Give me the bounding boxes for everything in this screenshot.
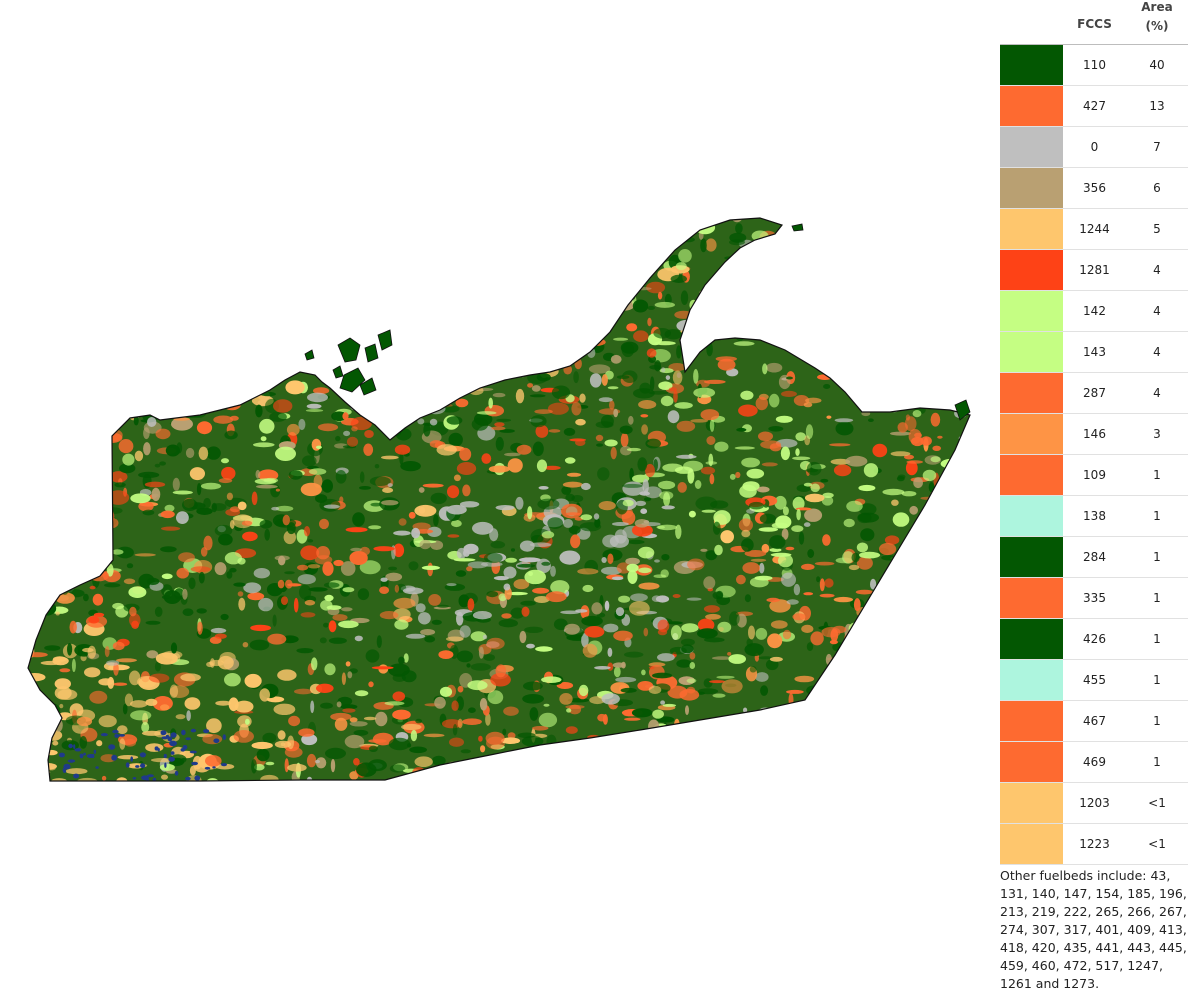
area-value: <1 xyxy=(1148,796,1166,810)
legend-row: 143 4 xyxy=(1000,332,1188,373)
legend-row: 335 1 xyxy=(1000,578,1188,619)
area-value: 1 xyxy=(1153,550,1161,564)
area-value: 1 xyxy=(1153,755,1161,769)
area-value: <1 xyxy=(1148,837,1166,851)
legend-color-swatch xyxy=(1000,45,1063,85)
area-value: 4 xyxy=(1153,304,1161,318)
legend-color-swatch xyxy=(1000,168,1063,208)
legend-row: 455 1 xyxy=(1000,660,1188,701)
fccs-value: 1223 xyxy=(1079,837,1110,851)
fccs-value: 287 xyxy=(1083,386,1106,400)
fccs-value: 1281 xyxy=(1079,263,1110,277)
area-value: 1 xyxy=(1153,468,1161,482)
fccs-value: 284 xyxy=(1083,550,1106,564)
legend-color-swatch xyxy=(1000,373,1063,413)
fccs-value: 109 xyxy=(1083,468,1106,482)
fccs-value: 455 xyxy=(1083,673,1106,687)
legend-row: 287 4 xyxy=(1000,373,1188,414)
legend-header: FCCS Area (%) xyxy=(1000,0,1188,45)
legend-color-swatch xyxy=(1000,127,1063,167)
legend-color-swatch xyxy=(1000,291,1063,331)
area-value: 7 xyxy=(1153,140,1161,154)
fccs-value: 110 xyxy=(1083,58,1106,72)
area-header-line1: Area xyxy=(1141,0,1173,14)
legend-row: 467 1 xyxy=(1000,701,1188,742)
area-value: 40 xyxy=(1149,58,1165,72)
legend-row: 1223 <1 xyxy=(1000,824,1188,865)
legend-row: 1203 <1 xyxy=(1000,783,1188,824)
area-header-line2: (%) xyxy=(1145,19,1169,33)
fccs-value: 1203 xyxy=(1079,796,1110,810)
other-fuelbeds-note: Other fuelbeds include: 43, 131, 140, 14… xyxy=(1000,868,1187,991)
legend-row: 356 6 xyxy=(1000,168,1188,209)
area-value: 1 xyxy=(1153,673,1161,687)
fccs-value: 142 xyxy=(1083,304,1106,318)
area-value: 4 xyxy=(1153,263,1161,277)
area-value: 1 xyxy=(1153,714,1161,728)
fuelbed-map xyxy=(27,217,971,782)
legend-color-swatch xyxy=(1000,578,1063,618)
area-value: 1 xyxy=(1153,632,1161,646)
islands xyxy=(304,223,971,421)
fccs-value: 138 xyxy=(1083,509,1106,523)
legend-color-swatch xyxy=(1000,824,1063,864)
legend-color-swatch xyxy=(1000,660,1063,700)
fccs-value: 1244 xyxy=(1079,222,1110,236)
legend-row: 138 1 xyxy=(1000,496,1188,537)
legend-row: 284 1 xyxy=(1000,537,1188,578)
legend-color-swatch xyxy=(1000,455,1063,495)
legend-color-swatch xyxy=(1000,414,1063,454)
legend-row: 142 4 xyxy=(1000,291,1188,332)
fccs-value: 469 xyxy=(1083,755,1106,769)
fccs-value: 427 xyxy=(1083,99,1106,113)
fccs-value: 335 xyxy=(1083,591,1106,605)
fccs-value: 356 xyxy=(1083,181,1106,195)
legend-color-swatch xyxy=(1000,250,1063,290)
legend-row: 1281 4 xyxy=(1000,250,1188,291)
area-value: 3 xyxy=(1153,427,1161,441)
fccs-value: 143 xyxy=(1083,345,1106,359)
area-value: 6 xyxy=(1153,181,1161,195)
legend: FCCS Area (%) 110 40 427 13 0 7 356 6 1244 5 1281 4… xyxy=(1000,0,1188,993)
legend-row: 469 1 xyxy=(1000,742,1188,783)
legend-row: 146 3 xyxy=(1000,414,1188,455)
legend-row: 427 13 xyxy=(1000,86,1188,127)
legend-color-swatch xyxy=(1000,701,1063,741)
land-area xyxy=(28,218,970,781)
fccs-value: 0 xyxy=(1090,140,1099,154)
fccs-column-header: FCCS xyxy=(1077,17,1112,31)
legend-row: 1244 5 xyxy=(1000,209,1188,250)
area-value: 13 xyxy=(1149,99,1165,113)
legend-row: 109 1 xyxy=(1000,455,1188,496)
legend-row: 426 1 xyxy=(1000,619,1188,660)
legend-row: 110 40 xyxy=(1000,45,1188,86)
legend-color-swatch xyxy=(1000,619,1063,659)
legend-color-swatch xyxy=(1000,537,1063,577)
fccs-value: 426 xyxy=(1083,632,1106,646)
area-value: 1 xyxy=(1153,591,1161,605)
legend-color-swatch xyxy=(1000,209,1063,249)
legend-color-swatch xyxy=(1000,742,1063,782)
fccs-value: 467 xyxy=(1083,714,1106,728)
legend-color-swatch xyxy=(1000,332,1063,372)
fccs-value: 146 xyxy=(1083,427,1106,441)
legend-color-swatch xyxy=(1000,783,1063,823)
legend-color-swatch xyxy=(1000,496,1063,536)
area-value: 4 xyxy=(1153,386,1161,400)
area-value: 4 xyxy=(1153,345,1161,359)
legend-color-swatch xyxy=(1000,86,1063,126)
area-column-header: Area (%) xyxy=(1126,0,1188,36)
area-value: 5 xyxy=(1153,222,1161,236)
legend-rows: 110 40 427 13 0 7 356 6 1244 5 1281 4 142 4 143 4 287 4 14… xyxy=(1000,45,1188,865)
area-value: 1 xyxy=(1153,509,1161,523)
